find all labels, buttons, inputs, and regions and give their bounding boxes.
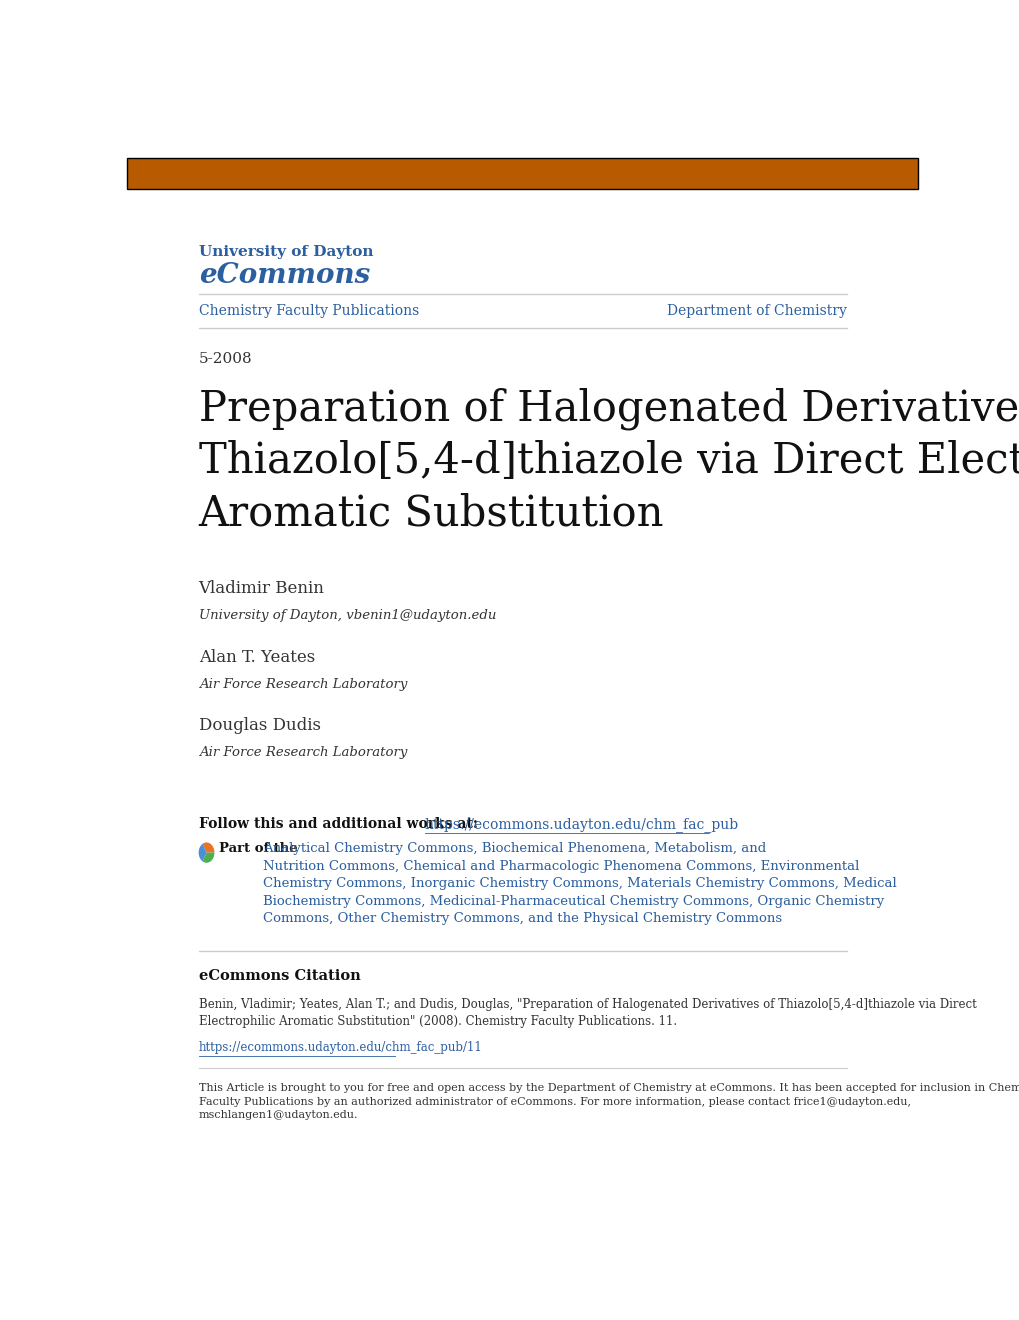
Text: Chemistry Faculty Publications: Chemistry Faculty Publications	[199, 304, 419, 318]
Text: University of Dayton, vbenin1@udayton.edu: University of Dayton, vbenin1@udayton.ed…	[199, 609, 495, 622]
Wedge shape	[199, 843, 206, 862]
Wedge shape	[203, 842, 214, 853]
Text: Douglas Dudis: Douglas Dudis	[199, 718, 320, 734]
Text: Air Force Research Laboratory: Air Force Research Laboratory	[199, 677, 407, 690]
Text: Air Force Research Laboratory: Air Force Research Laboratory	[199, 746, 407, 759]
Text: provided by University of Dayton: provided by University of Dayton	[730, 169, 902, 178]
FancyBboxPatch shape	[127, 158, 917, 189]
Text: Vladimir Benin: Vladimir Benin	[199, 581, 324, 597]
Text: Aromatic Substitution: Aromatic Substitution	[199, 492, 663, 535]
Text: eCommons: eCommons	[199, 261, 370, 289]
Text: brought to you by  CORE: brought to you by CORE	[772, 166, 902, 177]
Text: 5-2008: 5-2008	[199, 351, 252, 366]
Text: Benin, Vladimir; Yeates, Alan T.; and Dudis, Douglas, "Preparation of Halogenate: Benin, Vladimir; Yeates, Alan T.; and Du…	[199, 998, 975, 1028]
Text: eCommons Citation: eCommons Citation	[199, 969, 360, 983]
Wedge shape	[203, 853, 214, 863]
Text: Preparation of Halogenated Derivatives of: Preparation of Halogenated Derivatives o…	[199, 387, 1019, 429]
Text: This Article is brought to you for free and open access by the Department of Che: This Article is brought to you for free …	[199, 1084, 1019, 1119]
Text: Alan T. Yeates: Alan T. Yeates	[199, 649, 315, 667]
Text: Thiazolo[5,4-d]thiazole via Direct Electrophilic: Thiazolo[5,4-d]thiazole via Direct Elect…	[199, 440, 1019, 482]
Text: University of Dayton: University of Dayton	[199, 246, 373, 259]
Text: https://ecommons.udayton.edu/chm_fac_pub: https://ecommons.udayton.edu/chm_fac_pub	[424, 817, 738, 832]
Text: https://ecommons.udayton.edu/chm_fac_pub/11: https://ecommons.udayton.edu/chm_fac_pub…	[199, 1040, 482, 1053]
Text: Analytical Chemistry Commons, Biochemical Phenomena, Metabolism, and
Nutrition C: Analytical Chemistry Commons, Biochemica…	[263, 842, 896, 925]
Text: View metadata, citation and similar papers at core.ac.uk: View metadata, citation and similar pape…	[143, 166, 439, 177]
Text: Department of Chemistry: Department of Chemistry	[666, 304, 846, 318]
Text: Part of the: Part of the	[219, 842, 303, 855]
Text: Follow this and additional works at:: Follow this and additional works at:	[199, 817, 482, 832]
